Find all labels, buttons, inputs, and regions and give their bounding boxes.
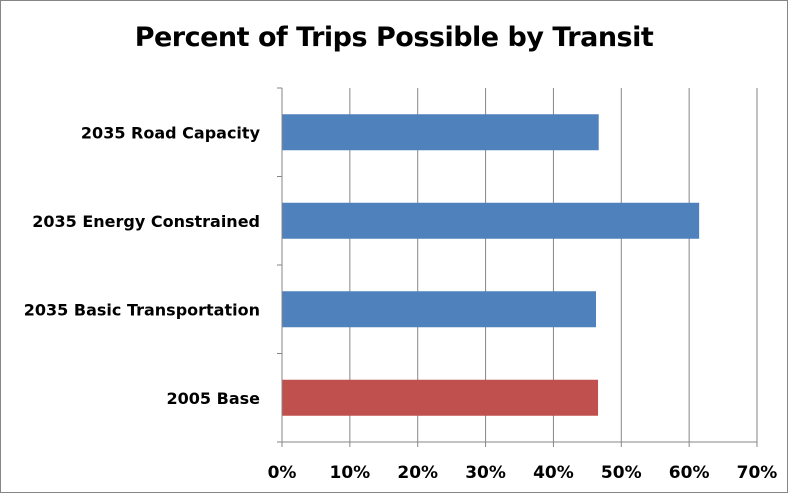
category-label: 2005 Base (167, 389, 261, 408)
category-label: 2035 Energy Constrained (32, 212, 260, 231)
bar (282, 202, 700, 239)
x-tick-label: 50% (601, 463, 642, 483)
category-label: 2035 Basic Transportation (24, 300, 260, 319)
x-tick-label: 70% (737, 463, 778, 483)
axes (277, 87, 758, 447)
category-label: 2035 Road Capacity (81, 123, 261, 142)
x-tick-label: 10% (330, 463, 371, 483)
bar (282, 114, 599, 151)
category-labels: 2035 Road Capacity 2035 Energy Constraine… (24, 123, 261, 408)
x-tick-label: 40% (533, 463, 574, 483)
x-tick-label: 30% (465, 463, 506, 483)
x-tick-label: 60% (669, 463, 710, 483)
x-tick-label: 0% (268, 463, 297, 483)
bars (282, 114, 700, 416)
bar (282, 291, 596, 328)
x-tick-label: 20% (397, 463, 438, 483)
bar (282, 379, 599, 416)
chart-title: Percent of Trips Possible by Transit (134, 22, 654, 53)
x-tick-labels: 0% 10% 20% 30% 40% 50% 60% 70% (268, 463, 778, 483)
